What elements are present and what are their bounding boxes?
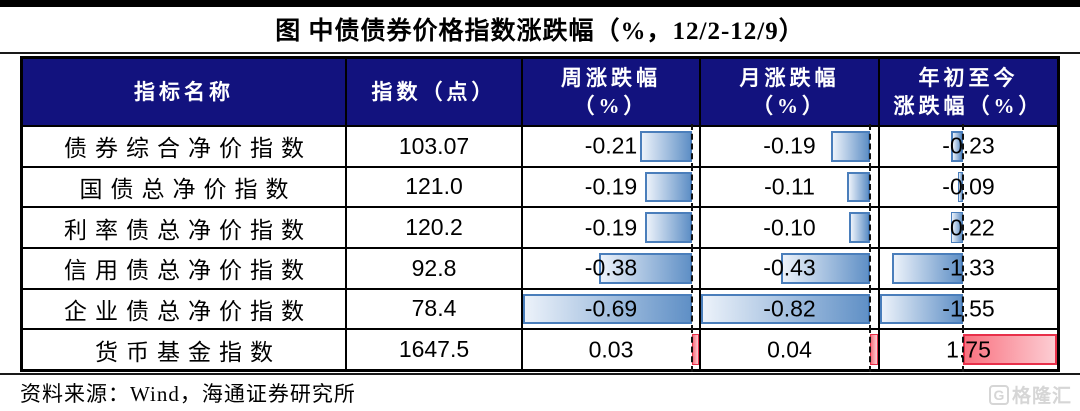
week-change-cell: -0.38 xyxy=(523,246,699,291)
ytd-change-cell: -0.09 xyxy=(880,164,1057,210)
row-label-cell: 货币基金指数 xyxy=(23,330,345,369)
databar xyxy=(645,212,692,243)
ytd-change-cell: -0.23 xyxy=(880,124,1057,169)
change-value: -0.82 xyxy=(763,295,816,322)
index-value-cell: 103.07 xyxy=(347,127,521,166)
header-cell-week-change: 周涨跌幅 （%） xyxy=(523,59,699,125)
zero-axis-line xyxy=(690,286,693,332)
change-value: -0.38 xyxy=(584,254,638,281)
header-cell-indicator-name: 指标名称 xyxy=(23,59,345,125)
header-cell-ytd-change: 年初至今 涨跌幅（%） xyxy=(880,59,1057,125)
divider-above-table xyxy=(0,52,1080,54)
month-change-cell: -0.82 xyxy=(701,286,878,332)
month-change-cell: -0.43 xyxy=(701,246,878,291)
databar xyxy=(701,293,870,325)
month-change-cell: -0.19 xyxy=(701,124,878,169)
ytd-change-cell: -1.33 xyxy=(880,246,1057,291)
divider-below-table xyxy=(0,373,1080,375)
databar xyxy=(640,131,692,162)
source-note: 资料来源：Wind，海通证券研究所 xyxy=(20,382,356,406)
index-value-cell: 78.4 xyxy=(347,289,521,329)
change-value: 0.04 xyxy=(767,336,812,363)
zero-axis-line xyxy=(962,124,965,169)
zero-axis-line xyxy=(868,164,871,210)
zero-axis-line xyxy=(962,164,965,210)
gelonghui-watermark: G 格隆汇 xyxy=(988,381,1072,408)
month-change-cell: -0.11 xyxy=(701,164,878,210)
week-change-cell: -0.21 xyxy=(523,124,699,169)
change-value: -0.23 xyxy=(942,132,995,159)
row-label-cell: 债券综合净价指数 xyxy=(23,127,345,166)
databar xyxy=(645,171,692,203)
databar xyxy=(963,334,1057,365)
week-change-cell: -0.19 xyxy=(523,164,699,210)
week-change-cell: -0.69 xyxy=(523,286,699,332)
row-label-cell: 信用债总净价指数 xyxy=(23,249,345,288)
change-value: -0.19 xyxy=(763,132,816,159)
ytd-change-cell: -1.55 xyxy=(880,286,1057,332)
zero-axis-line xyxy=(690,124,693,169)
figure-title: 图 中债债券价格指数涨跌幅（%，12/2-12/9） xyxy=(275,18,805,45)
change-value: -0.09 xyxy=(942,173,995,200)
zero-axis-line xyxy=(690,246,693,291)
gelonghui-logo-text: 格隆汇 xyxy=(1011,386,1072,407)
gelonghui-logo-icon: G xyxy=(988,384,1009,405)
change-value: -0.11 xyxy=(764,173,815,200)
week-change-cell: -0.19 xyxy=(523,205,699,250)
week-change-cell: 0.03 xyxy=(523,327,699,372)
index-value-cell: 1647.5 xyxy=(347,330,521,369)
change-value: -0.69 xyxy=(584,295,638,322)
zero-axis-line xyxy=(690,164,693,210)
change-value: -0.19 xyxy=(584,214,638,241)
month-change-cell: -0.10 xyxy=(701,205,878,250)
change-value: -1.33 xyxy=(942,254,995,281)
row-label-cell: 利率债总净价指数 xyxy=(23,208,345,247)
zero-axis-line xyxy=(690,327,693,372)
databar xyxy=(523,293,692,325)
top-rule xyxy=(0,0,1080,7)
databar xyxy=(880,293,964,325)
zero-axis-line xyxy=(868,124,871,169)
change-value: 0.03 xyxy=(588,336,634,363)
zero-axis-line xyxy=(690,205,693,250)
change-value: -1.55 xyxy=(942,295,995,322)
zero-axis-line xyxy=(962,246,965,291)
zero-axis-line xyxy=(962,205,965,250)
header-cell-month-change: 月涨跌幅 （%） xyxy=(701,59,878,125)
change-value: -0.22 xyxy=(942,214,995,241)
zero-axis-line xyxy=(962,327,965,372)
row-label-cell: 企业债总净价指数 xyxy=(23,289,345,329)
databar xyxy=(950,131,964,162)
index-value-cell: 92.8 xyxy=(347,249,521,288)
zero-axis-line xyxy=(868,246,871,291)
zero-axis-line xyxy=(868,327,871,372)
databar xyxy=(598,253,692,284)
header-cell-index-points: 指数（点） xyxy=(347,59,521,125)
zero-axis-line xyxy=(868,286,871,332)
change-value: -0.43 xyxy=(763,254,816,281)
bond-index-table: 指标名称 指数（点） 周涨跌幅 （%） 月涨跌幅 （%） 年初至今 涨跌幅（%）… xyxy=(20,56,1060,372)
databar xyxy=(891,253,964,284)
index-value-cell: 121.0 xyxy=(347,167,521,207)
databar xyxy=(830,131,870,162)
zero-axis-line xyxy=(962,286,965,332)
change-value: -0.10 xyxy=(763,214,816,241)
month-change-cell: 0.04 xyxy=(701,327,878,372)
zero-axis-line xyxy=(868,205,871,250)
ytd-change-cell: 1.75 xyxy=(880,327,1057,372)
row-label-cell: 国债总净价指数 xyxy=(23,167,345,207)
change-value: 1.75 xyxy=(946,336,991,363)
change-value: -0.21 xyxy=(584,132,638,159)
ytd-change-cell: -0.22 xyxy=(880,205,1057,250)
change-value: -0.19 xyxy=(584,173,638,200)
index-value-cell: 120.2 xyxy=(347,208,521,247)
